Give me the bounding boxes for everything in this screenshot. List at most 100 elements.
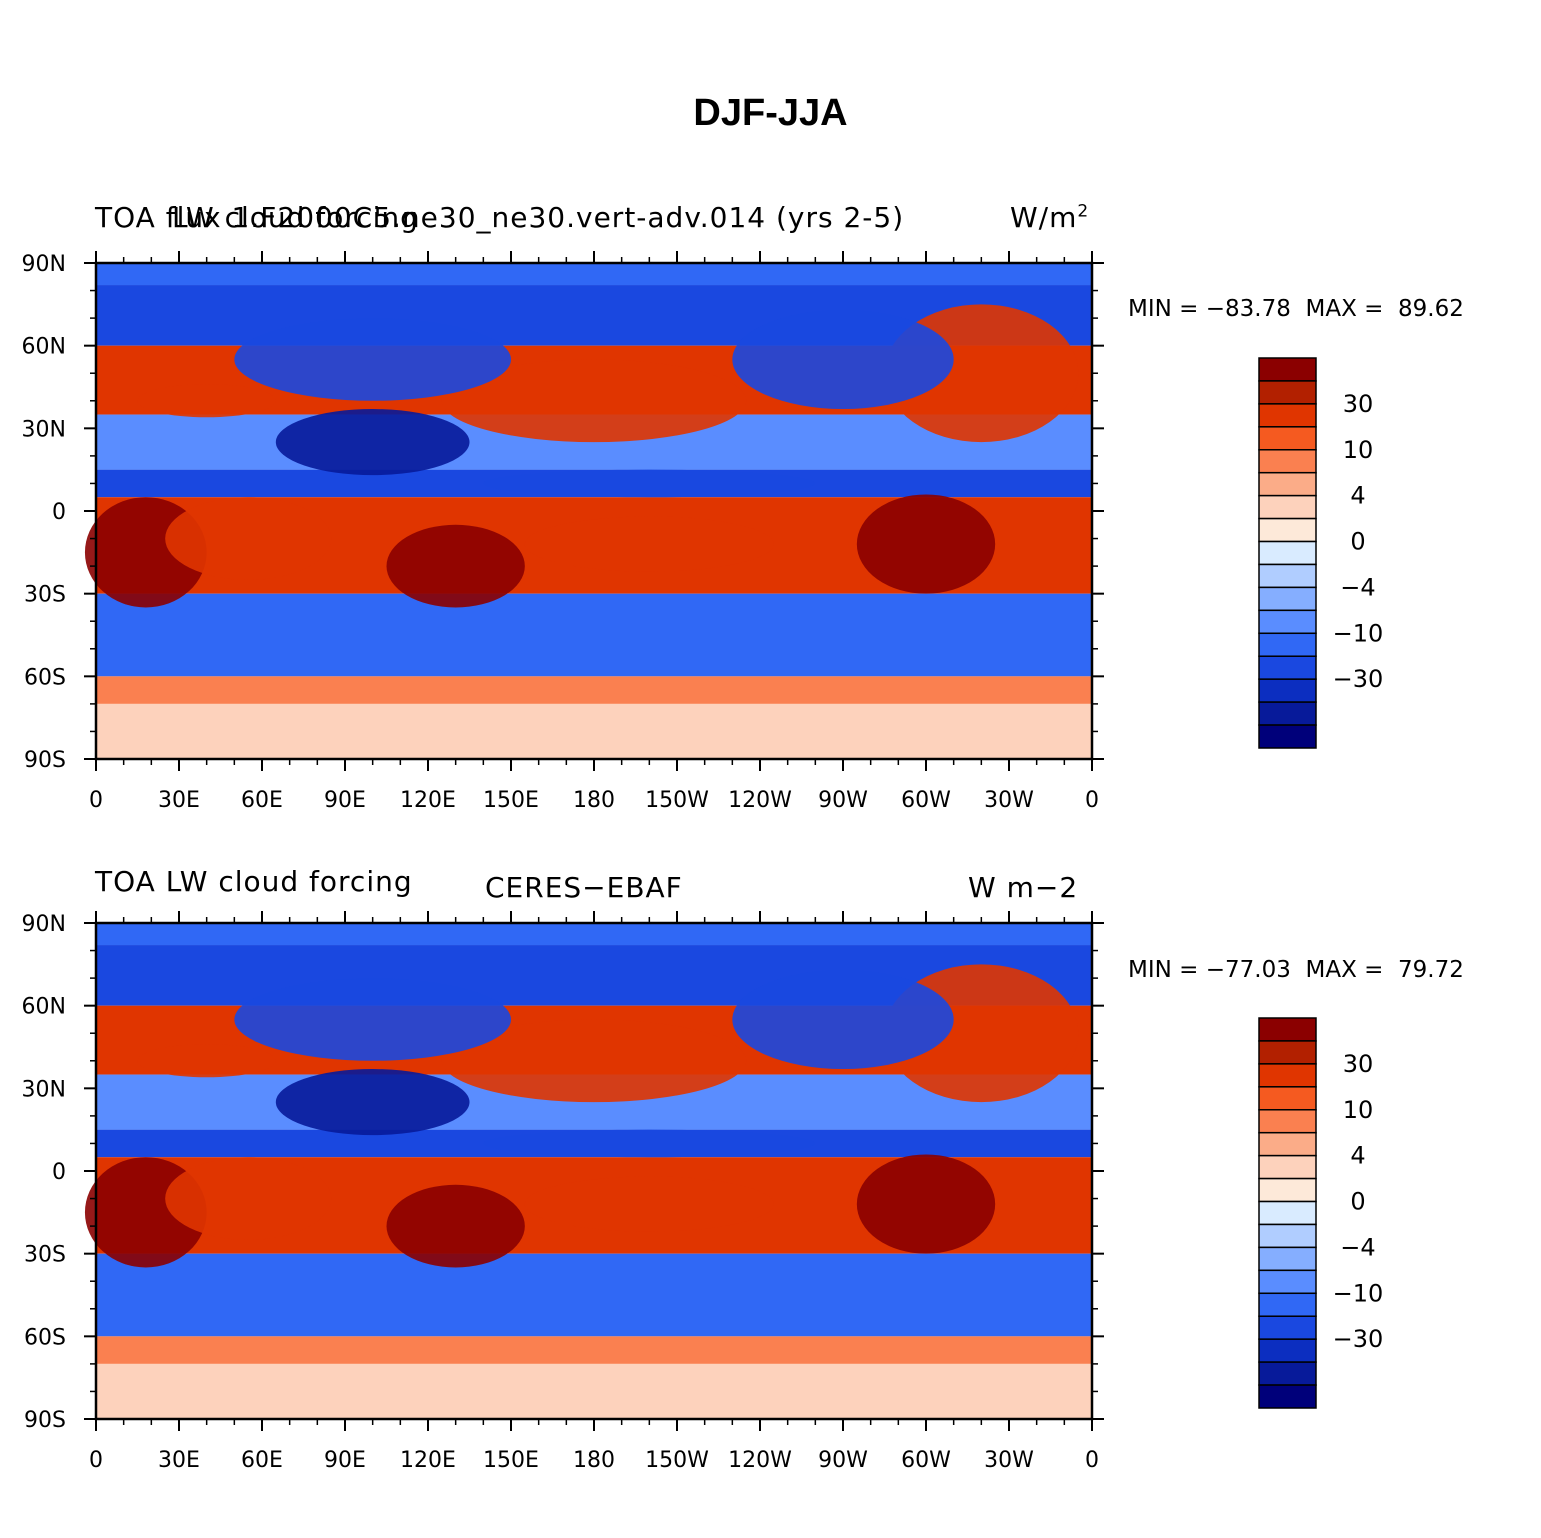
field-band: [96, 923, 1092, 946]
panel1-right-label: W/m2: [1010, 201, 1089, 234]
field-region: [441, 1019, 747, 1103]
field-region: [386, 1184, 525, 1268]
panel2-stats: MIN = −77.03 MAX = 79.72: [1128, 957, 1464, 983]
colorbar-label: 4: [1350, 1142, 1365, 1170]
field-region: [856, 1154, 996, 1254]
x-tick-label: 150E: [483, 788, 539, 813]
colorbar-swatch: [1258, 471, 1317, 497]
y-tick-label: 0: [52, 500, 66, 525]
colorbar-label: −4: [1340, 1233, 1375, 1261]
x-tick-label: 60W: [901, 788, 951, 813]
colorbar-swatch: [1258, 586, 1317, 612]
colorbar-swatch: [1258, 632, 1317, 657]
colorbar-label: 30: [1343, 390, 1374, 418]
colorbar-swatch: [1258, 1361, 1317, 1386]
panel2-axes: 0 30E 60E 90E 120E 150E 180 150W 120W 90W 60W 30W 09…: [22, 911, 1104, 1473]
colorbar-swatch: [1258, 426, 1317, 451]
x-tick-label: 30W: [984, 1448, 1034, 1473]
panel2-max-value: 79.72: [1398, 957, 1464, 983]
colorbar-swatch: [1258, 540, 1317, 566]
field-region: [165, 497, 332, 580]
field-region: [732, 969, 954, 1070]
x-tick-label: 30E: [158, 788, 200, 813]
field-band: [96, 263, 1092, 286]
panel2-left-label: TOA LW cloud forcing: [95, 865, 413, 898]
panel1-map: [84, 263, 1092, 759]
y-tick-label: 0: [52, 1160, 66, 1185]
y-tick-label: 90N: [22, 912, 66, 937]
colorbar-swatch: [1258, 1200, 1317, 1226]
y-tick-label: 90N: [22, 252, 66, 277]
colorbar-swatch: [1258, 357, 1317, 382]
x-tick-label: 90W: [818, 1448, 868, 1473]
y-tick-label: 90S: [24, 748, 66, 773]
x-tick-label: 120W: [728, 788, 792, 813]
field-band: [96, 593, 1092, 677]
colorbar-swatch: [1258, 1131, 1317, 1157]
panel1-stats: MIN = −83.78 MAX = 89.62: [1128, 296, 1464, 322]
x-tick-label: 120E: [400, 1448, 456, 1473]
colorbar-swatch: [1258, 1086, 1317, 1111]
colorbar-swatch: [1258, 724, 1317, 749]
x-tick-label: 150E: [483, 1448, 539, 1473]
panel2-center-label: CERES−EBAF: [485, 871, 683, 904]
colorbar-swatch: [1258, 1063, 1317, 1088]
y-tick-label: 30N: [22, 417, 66, 442]
colorbar-swatch: [1258, 1246, 1317, 1272]
panel1-axes: 0 30E 60E 90E 120E 150E 180 150W 120W 90W 60W 30W 09…: [22, 251, 1104, 813]
panel1-unit: W/m: [1010, 201, 1078, 234]
panel1-min-value: −83.78: [1205, 296, 1291, 322]
colorbar-swatch: [1258, 1017, 1317, 1042]
colorbar-label: 0: [1350, 528, 1365, 556]
panel2-min-label: MIN =: [1128, 957, 1206, 983]
colorbar-swatch: [1258, 701, 1317, 726]
panel2-colorbar: 30 10 4 0 −4 −10 −30: [1258, 1017, 1384, 1409]
colorbar-swatch: [1258, 403, 1317, 428]
panel1-max-label: MAX =: [1305, 296, 1391, 322]
colorbar-swatch: [1258, 1223, 1317, 1249]
colorbar-label: −10: [1333, 1279, 1384, 1307]
colorbar-label: −30: [1333, 1325, 1384, 1353]
x-tick-label: 150W: [645, 1448, 709, 1473]
colorbar-swatch: [1258, 1292, 1317, 1317]
x-tick-label: 0: [1085, 788, 1099, 813]
colorbar-label: 30: [1343, 1050, 1374, 1078]
field-region: [856, 494, 996, 594]
x-tick-label: 120E: [400, 788, 456, 813]
field-region: [732, 309, 954, 410]
x-tick-label: 120W: [728, 1448, 792, 1473]
x-tick-label: 0: [89, 788, 103, 813]
colorbar-swatch: [1258, 517, 1317, 543]
panel1-left-label-overlap: LW cloud forcing: [172, 201, 419, 234]
x-tick-label: 30E: [158, 1448, 200, 1473]
field-band: [96, 1253, 1092, 1337]
field-region: [483, 469, 816, 498]
field-region: [137, 384, 276, 418]
x-tick-label: 30W: [984, 788, 1034, 813]
field-region: [275, 409, 470, 476]
panel1-colorbar: 30 10 4 0 −4 −10 −30: [1258, 357, 1383, 749]
panel1-min-label: MIN =: [1128, 296, 1206, 322]
colorbar-swatch: [1258, 449, 1317, 474]
colorbar-label: 4: [1350, 482, 1365, 510]
field-band: [96, 1336, 1092, 1364]
colorbar-swatch: [1258, 380, 1317, 405]
field-region: [234, 978, 512, 1061]
colorbar-swatch: [1258, 1384, 1317, 1409]
colorbar-swatch: [1258, 1154, 1317, 1180]
colorbar-swatch: [1258, 678, 1317, 703]
colorbar-label: −4: [1340, 573, 1375, 601]
y-tick-label: 60N: [22, 995, 66, 1020]
colorbar-label: 0: [1350, 1188, 1365, 1216]
panel2-map: [84, 923, 1092, 1419]
y-tick-label: 30S: [24, 583, 66, 608]
field-region: [524, 1176, 774, 1232]
panel2-max-label: MAX =: [1305, 957, 1391, 983]
field-region: [386, 524, 525, 608]
colorbar-label: 10: [1343, 436, 1374, 464]
x-tick-label: 150W: [645, 788, 709, 813]
x-tick-label: 60W: [901, 1448, 951, 1473]
field-region: [165, 1157, 332, 1240]
field-band: [96, 676, 1092, 704]
